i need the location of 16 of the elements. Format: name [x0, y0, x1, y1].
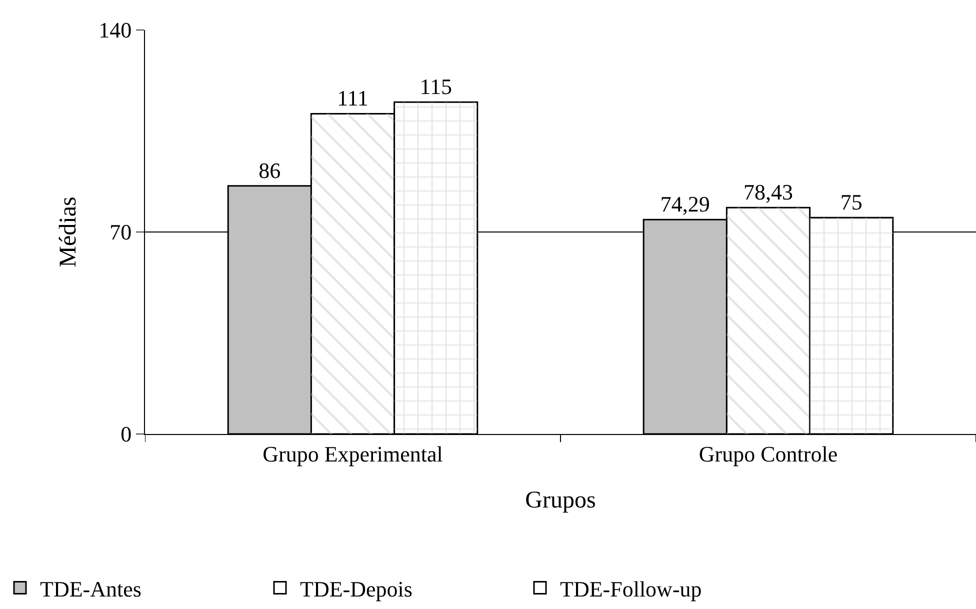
y-axis-title: Médias [56, 196, 82, 268]
y-tick-label: 0 [120, 422, 132, 447]
data-label: 111 [337, 86, 368, 111]
data-label: 86 [258, 158, 281, 183]
data-label: 74,29 [660, 192, 710, 217]
legend-label: TDE-Depois [300, 576, 412, 602]
legend-label: TDE-Follow-up [560, 576, 702, 602]
y-tick-label: 140 [98, 18, 132, 43]
y-tick-label: 70 [110, 220, 132, 245]
data-label: 78,43 [744, 180, 793, 205]
x-tick-label: Grupo Controle [698, 441, 838, 466]
data-label: 75 [840, 190, 862, 215]
data-label: 115 [420, 74, 452, 100]
x-tick-label: Grupo Experimental [262, 441, 443, 466]
x-axis-title: Grupos [525, 488, 596, 514]
legend-label: TDE-Antes [40, 576, 142, 602]
